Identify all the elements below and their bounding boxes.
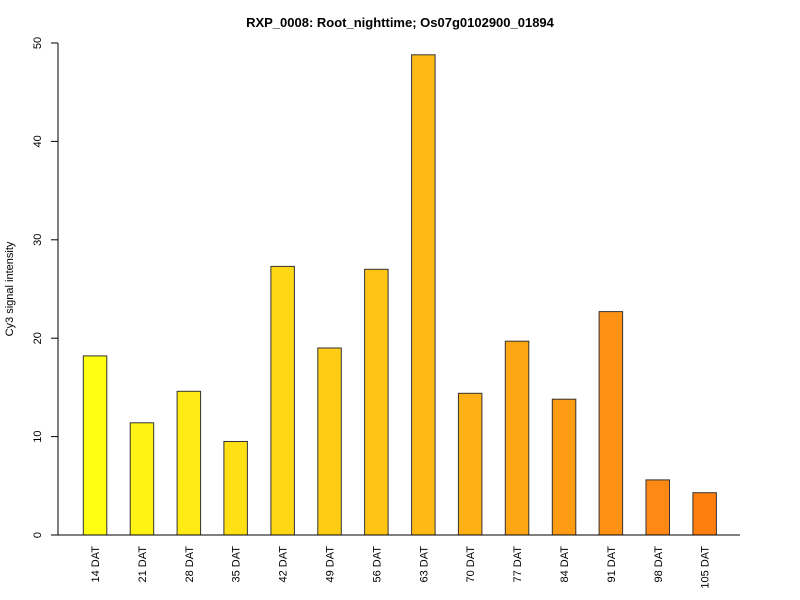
y-tick-label: 30 xyxy=(32,234,44,246)
x-tick-label: 77 DAT xyxy=(512,546,524,583)
y-tick-label: 20 xyxy=(32,332,44,344)
x-tick-label: 35 DAT xyxy=(231,546,243,583)
bar-77-dat xyxy=(504,340,530,536)
bars-group xyxy=(82,54,717,536)
chart-title: RXP_0008: Root_nighttime; Os07g0102900_0… xyxy=(246,15,555,30)
bar-14-dat xyxy=(82,355,108,536)
x-tick-label: 91 DAT xyxy=(606,546,618,583)
y-tick-label: 0 xyxy=(32,532,44,538)
x-tick-label: 28 DAT xyxy=(184,546,196,583)
x-tick-label: 105 DAT xyxy=(700,546,712,589)
y-tick-label: 10 xyxy=(32,430,44,442)
x-tick-label: 63 DAT xyxy=(418,546,430,583)
bar-105-dat xyxy=(692,492,717,536)
bar-35-dat xyxy=(223,441,248,536)
x-tick-label: 56 DAT xyxy=(371,546,383,583)
x-tick-label: 42 DAT xyxy=(278,546,290,583)
bar-42-dat xyxy=(270,265,295,536)
bar-28-dat xyxy=(176,390,202,536)
bar-84-dat xyxy=(551,398,577,536)
x-tick-label: 14 DAT xyxy=(90,546,102,583)
y-tick-label: 50 xyxy=(32,37,44,49)
x-axis: 14 DAT 21 DAT 28 DAT 35 DAT 42 DAT 49 DAT 56 D… xyxy=(58,534,740,589)
bar-49-dat xyxy=(317,347,342,536)
bar-70-dat xyxy=(457,392,483,536)
bar-56-dat xyxy=(364,268,389,536)
y-axis-label: Cy3 signal intensity xyxy=(4,241,16,336)
bar-63-dat xyxy=(411,54,436,536)
bar-91-dat xyxy=(598,311,624,536)
y-tick-label: 40 xyxy=(32,135,44,147)
bar-21-dat xyxy=(129,422,155,536)
x-tick-label: 49 DAT xyxy=(325,546,337,583)
y-axis: 0 10 20 30 40 50 xyxy=(32,37,59,538)
x-tick-label: 21 DAT xyxy=(137,546,149,583)
x-tick-label: 70 DAT xyxy=(465,546,477,583)
bar-98-dat xyxy=(645,479,670,536)
x-tick-label: 98 DAT xyxy=(653,546,665,583)
x-tick-label: 84 DAT xyxy=(559,546,571,583)
